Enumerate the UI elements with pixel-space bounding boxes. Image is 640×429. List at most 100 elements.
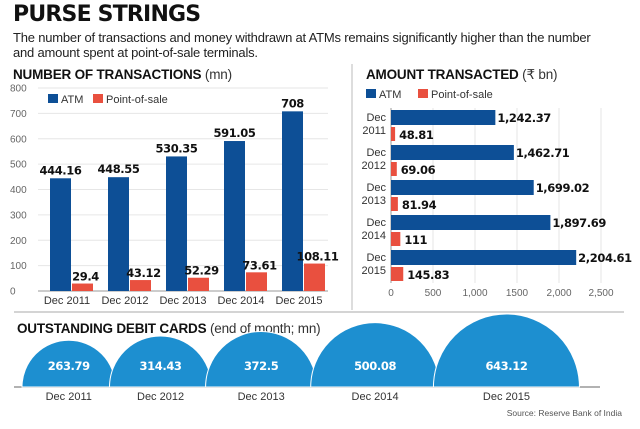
pos-bar: [246, 272, 267, 291]
x-tick-label: 2,500: [588, 288, 613, 299]
debit-card-value-label: 643.12: [485, 359, 527, 373]
legend-swatch-atm: [48, 94, 58, 103]
x-tick-label: Dec 2015: [275, 295, 322, 307]
y-tick-label-line1: Dec: [366, 217, 386, 229]
debit-cards-title: OUTSTANDING DEBIT CARDS (end of month; m…: [17, 321, 321, 336]
legend-label-pos: Point-of-sale: [431, 89, 493, 101]
source-note: Source: Reserve Bank of India: [506, 408, 622, 418]
atm-bar: [391, 215, 551, 230]
atm-value-label: 444.16: [40, 163, 82, 177]
y-tick-label-line2: 2014: [362, 230, 386, 242]
atm-bar: [391, 180, 534, 195]
atm-value-label: 1,242.37: [497, 111, 551, 125]
page-subtitle: The number of transactions and money wit…: [13, 30, 591, 60]
x-tick-label: 500: [425, 288, 442, 299]
debit-cards-title-text: OUTSTANDING DEBIT CARDS: [17, 321, 207, 336]
x-tick-label: 1500: [506, 288, 529, 299]
y-tick-label-line2: 2011: [362, 125, 386, 137]
debit-card-value-label: 263.79: [48, 359, 90, 373]
y-tick-label: 100: [10, 261, 27, 272]
amount-unit: (₹ bn): [522, 67, 558, 82]
atm-value-label: 530.35: [156, 141, 198, 155]
y-tick-label: 500: [10, 160, 27, 171]
transactions-chart-title: NUMBER OF TRANSACTIONS (mn): [13, 67, 232, 82]
pos-bar: [391, 127, 396, 141]
debit-card-year-label: Dec 2011: [46, 391, 92, 403]
pos-value-label: 73.61: [242, 258, 277, 272]
debit-card-semicircle: [432, 313, 580, 388]
y-tick-label: 700: [10, 109, 27, 120]
y-tick-label-line1: Dec: [366, 147, 386, 159]
legend-swatch-pos: [93, 94, 103, 103]
page-title: PURSE STRINGS: [13, 2, 201, 27]
amount-title-text: AMOUNT TRANSACTED: [366, 67, 519, 82]
pos-value-label: 52.29: [184, 264, 219, 278]
debit-card-value-label: 372.5: [244, 359, 279, 373]
y-tick-label-line2: 2012: [362, 160, 386, 172]
atm-bar: [166, 156, 187, 291]
pos-value-label: 145.83: [407, 268, 449, 282]
pos-bar: [391, 267, 404, 281]
x-tick-label: Dec 2014: [217, 295, 264, 307]
pos-bar: [72, 283, 93, 291]
y-tick-label-line1: Dec: [366, 182, 386, 194]
atm-value-label: 708: [281, 96, 304, 110]
atm-bar: [391, 110, 496, 125]
y-tick-label-line2: 2013: [362, 195, 386, 207]
transactions-unit: (mn): [204, 67, 232, 82]
y-tick-label-line2: 2015: [362, 265, 386, 277]
debit-card-year-label: Dec 2015: [483, 391, 530, 403]
pos-value-label: 29.4: [72, 270, 99, 284]
debit-card-semicircle: [310, 322, 440, 388]
atm-bar: [282, 111, 303, 291]
debit-card-year-label: Dec 2012: [137, 391, 184, 403]
y-tick-label: 800: [10, 84, 27, 95]
pos-value-label: 69.06: [401, 163, 436, 177]
pos-bar: [130, 280, 151, 291]
pos-value-label: 108.11: [297, 250, 339, 264]
y-tick-label: 400: [10, 185, 27, 196]
atm-bar: [50, 178, 71, 291]
x-tick-label: 1,000: [462, 288, 487, 299]
y-tick-label-line1: Dec: [366, 112, 386, 124]
amount-chart-title: AMOUNT TRANSACTED (₹ bn): [366, 67, 558, 83]
transactions-title-text: NUMBER OF TRANSACTIONS: [13, 67, 202, 82]
x-tick-label: Dec 2013: [159, 295, 206, 307]
pos-bar: [391, 197, 398, 211]
debit-card-value-label: 500.08: [354, 359, 396, 373]
x-tick-label: Dec 2011: [44, 295, 90, 307]
legend-swatch-pos: [418, 89, 428, 98]
legend-label-atm: ATM: [379, 89, 401, 101]
debit-cards-unit: (end of month; mn): [209, 321, 321, 336]
y-tick-label-line1: Dec: [366, 252, 386, 264]
x-tick-label: 2,000: [546, 288, 571, 299]
atm-bar: [108, 177, 129, 291]
atm-value-label: 591.05: [214, 126, 256, 140]
pos-value-label: 81.94: [402, 198, 437, 212]
y-tick-label: 200: [10, 236, 27, 247]
atm-value-label: 448.55: [98, 162, 140, 176]
pos-value-label: 111: [404, 233, 427, 247]
legend-label-atm: ATM: [61, 94, 83, 106]
pos-bar: [304, 263, 325, 291]
x-tick-label: Dec 2012: [101, 295, 148, 307]
legend-swatch-atm: [366, 89, 376, 98]
debit-card-year-label: Dec 2013: [238, 391, 285, 403]
atm-value-label: 2,204.61: [578, 251, 632, 265]
pos-bar: [188, 277, 209, 291]
pos-value-label: 48.81: [399, 128, 434, 142]
y-tick-label: 0: [10, 287, 16, 298]
y-tick-label: 600: [10, 134, 27, 145]
pos-value-label: 43.12: [126, 266, 160, 280]
atm-bar: [391, 145, 514, 160]
legend-label-pos: Point-of-sale: [106, 94, 168, 106]
atm-value-label: 1,462.71: [516, 146, 570, 160]
debit-card-value-label: 314.43: [140, 359, 182, 373]
pos-bar: [391, 232, 401, 246]
atm-bar: [391, 250, 577, 265]
pos-bar: [391, 162, 397, 176]
atm-bar: [224, 141, 245, 291]
atm-value-label: 1,699.02: [536, 181, 590, 195]
debit-card-semicircle: [205, 331, 318, 388]
